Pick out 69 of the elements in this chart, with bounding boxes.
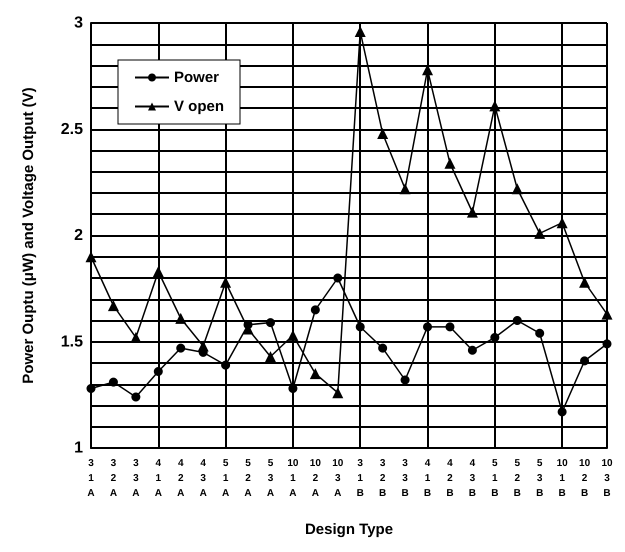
y-tick-label: 3	[74, 14, 84, 32]
x-tick-label: 10 1 B	[556, 458, 568, 499]
point	[221, 360, 230, 370]
point	[558, 407, 567, 416]
point	[377, 128, 388, 139]
y-axis-title: Power Ouptu (μW) and Voltage Output (V)	[20, 87, 37, 384]
x-tick-label: 3 2 B	[379, 458, 386, 499]
point	[356, 322, 365, 332]
point	[108, 378, 118, 387]
x-tick-label: 5 3 A	[266, 458, 274, 499]
y-tick-label: 2	[74, 227, 84, 244]
point	[154, 367, 163, 376]
x-tick-label: 5 2 A	[244, 458, 252, 499]
x-tick-label: 3 3 B	[401, 458, 409, 499]
point	[579, 276, 590, 288]
point	[131, 392, 140, 402]
point	[400, 183, 411, 194]
point	[400, 376, 410, 384]
point	[512, 316, 522, 325]
x-tick-label: 5 1 B	[491, 458, 498, 499]
x-tick-label: 3 1 B	[356, 458, 364, 499]
point	[332, 387, 344, 398]
point	[310, 305, 320, 314]
x-tick-label: 5 2 B	[514, 458, 521, 499]
point	[468, 346, 477, 355]
legend-label: V open	[174, 98, 224, 115]
y-tick-label: 1.5	[60, 333, 84, 350]
point	[512, 183, 523, 194]
point	[354, 26, 366, 37]
x-tick-label: 3 3 A	[132, 458, 140, 499]
point	[333, 274, 342, 282]
y-tick-label: 2.5	[60, 120, 84, 138]
point	[378, 344, 388, 353]
x-tick-label: 4 3 A	[200, 458, 207, 499]
point	[266, 318, 275, 328]
x-tick-label: 4 1 B	[424, 458, 432, 499]
x-axis-title: Design Type	[304, 521, 394, 538]
point	[86, 384, 96, 393]
x-tick-label: 4 2 A	[177, 458, 184, 499]
x-tick-label: 10 2 A	[310, 458, 322, 499]
point	[534, 228, 546, 239]
point	[152, 266, 164, 278]
x-tick-label: 10 2 B	[579, 458, 591, 499]
point	[108, 300, 119, 312]
point	[535, 328, 544, 338]
legend-label: Power	[174, 69, 220, 86]
point	[175, 312, 186, 324]
x-tick-label: 5 1 A	[222, 458, 230, 499]
x-tick-label: 3 1 A	[87, 458, 95, 499]
y-tick-label: 1	[74, 440, 84, 456]
point	[310, 368, 321, 380]
x-tick-label: 4 2 B	[446, 458, 454, 499]
x-tick-label: 3 2 A	[110, 458, 118, 499]
point	[490, 333, 500, 342]
x-tick-label: 10 1 A	[287, 458, 299, 499]
point	[176, 344, 186, 353]
point	[198, 340, 209, 352]
x-tick-label: 10 3 B	[601, 458, 613, 499]
x-tick-label: 4 1 A	[154, 458, 162, 499]
point	[580, 356, 590, 366]
point	[466, 206, 478, 218]
point	[445, 322, 454, 332]
point	[423, 322, 432, 332]
x-tick-label: 4 3 B	[468, 458, 476, 499]
point	[602, 339, 612, 348]
point	[444, 158, 456, 169]
x-tick-label: 5 3 B	[536, 458, 544, 499]
x-tick-label: 10 3 A	[332, 458, 344, 499]
point	[264, 351, 276, 362]
